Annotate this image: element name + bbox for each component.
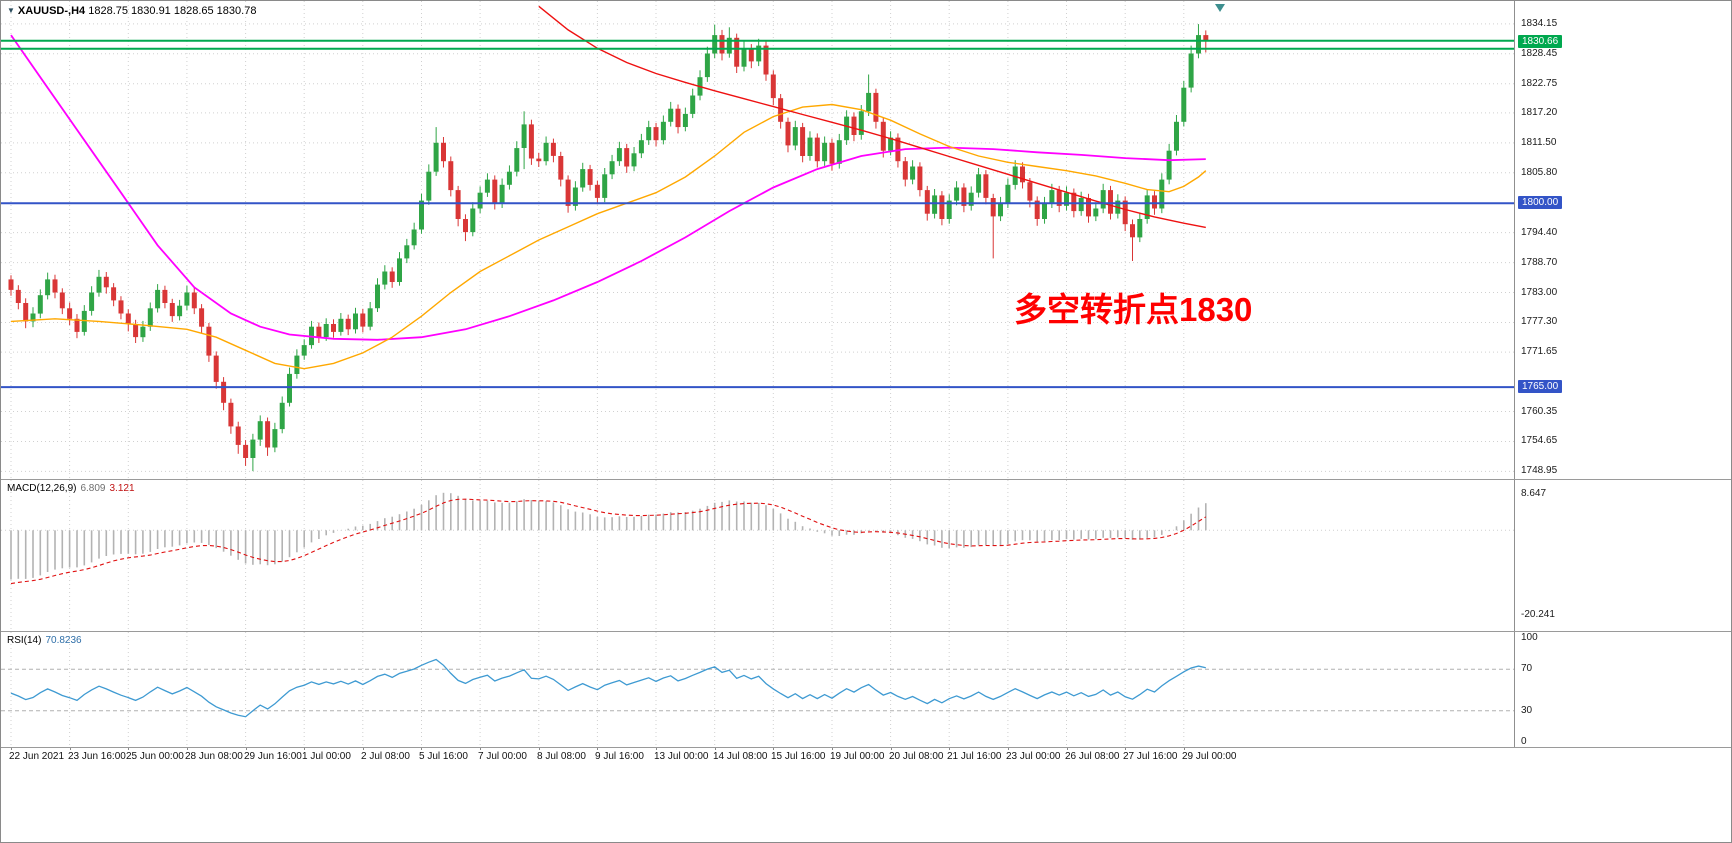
time-axis-label: 22 Jun 2021 [9, 751, 65, 762]
price-tick-label: 1811.50 [1521, 137, 1557, 148]
time-axis-label: 2 Jul 08:00 [361, 751, 410, 762]
time-axis-label: 9 Jul 16:00 [595, 751, 644, 762]
time-tick [773, 747, 774, 750]
macd-indicator-label: MACD(12,26,9) 6.809 3.121 [7, 483, 135, 494]
time-tick [1184, 747, 1185, 750]
macd-main-value: 6.809 [80, 483, 106, 494]
candles-layer[interactable] [8, 24, 1209, 472]
macd-signal-line [10, 498, 1207, 585]
ma-line-red [538, 5, 1206, 229]
time-axis-label: 1 Jul 00:00 [302, 751, 351, 762]
rsi-value: 70.8236 [45, 635, 82, 646]
price-tick-label: 1828.45 [1521, 48, 1558, 59]
time-axis-label: 29 Jun 16:00 [244, 751, 302, 762]
time-axis-label: 27 Jul 16:00 [1123, 751, 1178, 762]
current-price-label: 1830.66 [1518, 35, 1563, 48]
macd-signal-value: 3.121 [109, 483, 135, 494]
macd-scale-label: 8.647 [1521, 488, 1547, 499]
time-axis-label: 8 Jul 08:00 [537, 751, 586, 762]
price-tick-label: 1754.65 [1521, 435, 1558, 446]
time-tick [187, 747, 188, 750]
price-tick-label: 1817.20 [1521, 107, 1558, 118]
panel-separator[interactable] [1, 631, 1731, 632]
time-axis-label: 19 Jul 00:00 [830, 751, 885, 762]
chart-shift-marker-icon[interactable] [1215, 4, 1225, 12]
panel-separator[interactable] [1, 479, 1731, 480]
time-tick [1008, 747, 1009, 750]
chart-annotation-text[interactable]: 多空转折点1830 [1014, 291, 1253, 328]
price-tick-label: 1771.65 [1521, 346, 1558, 357]
rsi-scale-label: 100 [1521, 632, 1538, 643]
macd-scale-label: -20.241 [1521, 609, 1555, 620]
hline-price-label: 1800.00 [1518, 196, 1563, 209]
time-axis[interactable]: 22 Jun 2021 23 Jun 16:00 25 Jun 00:00 28 Ju… [1, 747, 1514, 773]
time-axis-label: 21 Jul 16:00 [947, 751, 1002, 762]
price-tick-label: 1788.70 [1521, 257, 1558, 268]
macd-name-label: MACD(12,26,9) [7, 483, 77, 494]
time-tick [1125, 747, 1126, 750]
hline-price-label: 1765.00 [1518, 380, 1563, 393]
time-axis-label: 20 Jul 08:00 [889, 751, 944, 762]
symbol-dropdown-icon[interactable]: ▼ [7, 6, 15, 15]
rsi-indicator-label: RSI(14) 70.8236 [7, 635, 82, 646]
macd-panel-canvas[interactable] [1, 480, 1514, 631]
price-tick-label: 1805.80 [1521, 167, 1558, 178]
time-axis-label: 7 Jul 00:00 [478, 751, 527, 762]
chart-title: ▼ XAUUSD-,H4 1828.75 1830.91 1828.65 1830… [7, 5, 256, 17]
price-tick-label: 1822.75 [1521, 78, 1558, 89]
time-axis-label: 14 Jul 08:00 [713, 751, 768, 762]
time-tick [1067, 747, 1068, 750]
symbol-timeframe-label: XAUUSD-,H4 [17, 5, 86, 17]
time-tick [246, 747, 247, 750]
time-tick [421, 747, 422, 750]
rsi-name-label: RSI(14) [7, 635, 42, 646]
price-tick-label: 1783.00 [1521, 287, 1558, 298]
ma-line-orange [10, 103, 1207, 370]
time-axis-label: 15 Jul 16:00 [771, 751, 826, 762]
time-tick [128, 747, 129, 750]
time-tick [597, 747, 598, 750]
time-axis-label: 28 Jun 08:00 [185, 751, 243, 762]
time-tick [11, 747, 12, 750]
main-chart-canvas[interactable] [1, 1, 1514, 479]
time-axis-label: 29 Jul 00:00 [1182, 751, 1237, 762]
price-tick-label: 1748.95 [1521, 465, 1558, 476]
time-tick [363, 747, 364, 750]
rsi-panel-canvas[interactable] [1, 632, 1514, 747]
time-tick [715, 747, 716, 750]
time-tick [891, 747, 892, 750]
macd-histogram [10, 492, 1207, 580]
rsi-line [10, 658, 1206, 718]
ohlc-quote-label: 1828.75 1830.91 1828.65 1830.78 [88, 5, 257, 17]
time-axis-separator[interactable] [1, 747, 1731, 748]
rsi-scale-label: 30 [1521, 705, 1533, 716]
price-tick-label: 1777.30 [1521, 316, 1558, 327]
time-tick [656, 747, 657, 750]
time-axis-label: 5 Jul 16:00 [419, 751, 468, 762]
time-axis-label: 23 Jun 16:00 [68, 751, 126, 762]
time-axis-label: 26 Jul 08:00 [1065, 751, 1120, 762]
rsi-scale-label: 0 [1521, 736, 1527, 747]
time-axis-label: 23 Jul 00:00 [1006, 751, 1061, 762]
time-tick [539, 747, 540, 750]
time-tick [949, 747, 950, 750]
time-axis-label: 25 Jun 00:00 [126, 751, 184, 762]
time-axis-label: 13 Jul 00:00 [654, 751, 709, 762]
price-tick-label: 1794.40 [1521, 227, 1558, 238]
time-tick [70, 747, 71, 750]
price-tick-label: 1834.15 [1521, 18, 1558, 29]
price-axis[interactable]: 1834.15 1828.45 1822.75 1817.20 1811.50 1805.… [1514, 1, 1731, 747]
time-tick [480, 747, 481, 750]
rsi-scale-label: 70 [1521, 663, 1533, 674]
ma-line-magenta [10, 34, 1206, 341]
time-tick [832, 747, 833, 750]
time-tick [304, 747, 305, 750]
price-tick-label: 1760.35 [1521, 406, 1558, 417]
